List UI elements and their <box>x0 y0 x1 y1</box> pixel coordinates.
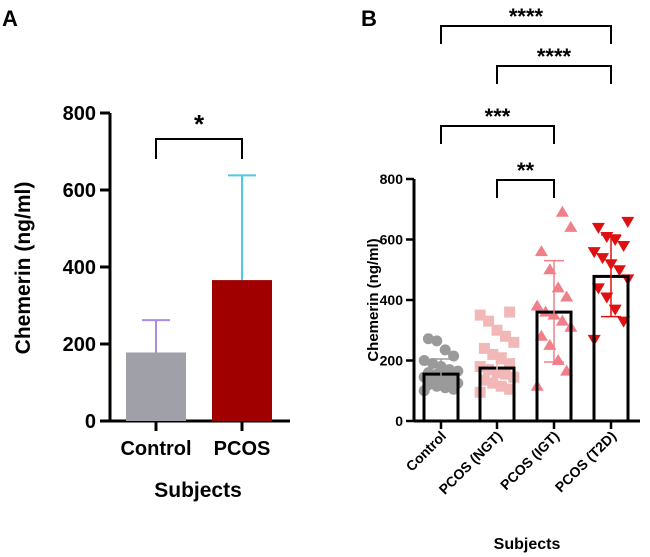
panel-b-x-tick-label: PCOS (T2D) <box>552 428 619 495</box>
panel-b-significance-label: ** <box>517 158 535 183</box>
panel-a-x-tick-label: Control <box>120 438 191 460</box>
panel-b-data-point-control <box>427 358 439 370</box>
panel-a-marks: 0 200 400 600 800 Control PCOS * <box>63 103 272 460</box>
panel-b-data-point-pcos-ngt <box>491 324 503 336</box>
panel-b-data-point-pcos-ngt <box>504 306 516 318</box>
panel-b-x-axis-label: Subjects <box>494 536 561 553</box>
panel-a-y-tick-label: 400 <box>63 257 96 279</box>
panel-b-y-tick-label: 800 <box>380 171 404 187</box>
panel-b-data-point-pcos-igt <box>551 281 565 293</box>
panel-b-data-point-pcos-igt <box>543 338 557 350</box>
panel-a-y-axis-label: Chemerin (ng/ml) <box>12 182 35 355</box>
panel-a-y-tick-label: 0 <box>85 411 96 433</box>
panel-b-data-point-pcos-t2d <box>617 241 631 253</box>
panel-b-significance-bracket <box>496 65 612 84</box>
panel-b-data-point-pcos-igt <box>564 220 578 232</box>
panel-b-data-point-pcos-t2d <box>587 247 601 259</box>
panel-a-x-axis-label: Subjects <box>154 479 242 502</box>
panel-b-data-point-pcos-igt <box>555 205 569 217</box>
panel-a-x-tick-label: PCOS <box>214 438 271 460</box>
panel-b-data-point-pcos-ngt <box>504 383 516 395</box>
panel-b-data-point-control <box>431 335 443 347</box>
panel-b-data-point-pcos-igt <box>534 245 548 257</box>
panel-b-data-point-pcos-t2d <box>612 265 626 277</box>
panel-b-x-tick-label: Control <box>403 428 450 475</box>
panel-b-data-point-pcos-ngt <box>478 374 490 386</box>
panel-b-y-tick-label: 0 <box>395 413 403 429</box>
panel-a-significance-label: * <box>194 109 205 139</box>
panel-b-data-point-pcos-ngt <box>483 315 495 327</box>
panel-b-data-point-pcos-ngt <box>504 358 516 370</box>
panel-b-y-tick-label: 200 <box>380 353 404 369</box>
panel-b-y-tick-label: 600 <box>380 232 404 248</box>
panel-b-data-point-pcos-ngt <box>499 368 511 380</box>
panel-b-data-point-pcos-t2d <box>596 253 610 265</box>
panel-b-data-point-control <box>443 364 455 376</box>
panel-b-data-point-pcos-igt <box>555 314 569 326</box>
panel-a-y-tick-label: 800 <box>63 103 96 125</box>
panel-b-data-point-pcos-ngt <box>474 361 486 373</box>
panel-b-data-point-pcos-t2d <box>621 216 635 228</box>
panel-b-data-point-control <box>418 355 430 366</box>
panel-b-label: B <box>361 6 377 31</box>
panel-b-data-point-pcos-ngt <box>478 342 490 354</box>
panel-b-data-point-pcos-ngt <box>499 330 511 342</box>
panel-b-y-axis-label: Chemerin (ng/ml) <box>365 238 382 361</box>
panel-b-significance-label: **** <box>509 4 544 29</box>
panel-b-data-point-pcos-igt <box>560 290 574 302</box>
panel-a-bar-pcos <box>212 280 272 421</box>
panel-a-y-tick-label: 600 <box>63 180 96 202</box>
panel-a-significance-bracket <box>155 138 243 159</box>
panel-b-data-point-pcos-t2d <box>591 222 605 234</box>
panel-b-data-point-control <box>439 344 451 356</box>
panel-b-data-point-pcos-t2d <box>608 304 622 316</box>
panel-b-significance-bracket <box>496 179 555 198</box>
panel-b-significance-label: *** <box>485 104 511 129</box>
panel-b-significance-label: **** <box>537 44 572 69</box>
panel-a-label: A <box>2 6 18 31</box>
panel-b-data-point-pcos-ngt <box>495 380 507 392</box>
panel-b-data-point-pcos-t2d <box>608 235 622 246</box>
panel-a-y-tick-label: 200 <box>63 334 96 356</box>
panel-b: B Chemerin (ng/ml) Subjects <box>361 6 640 553</box>
panel-b-data-point-pcos-igt <box>530 299 544 311</box>
panel-b-data-point-pcos-t2d <box>600 292 614 304</box>
panel-b-data-point-pcos-ngt <box>487 348 499 360</box>
panel-b-data-point-control <box>422 333 434 345</box>
panel-b-significance-bracket <box>440 125 555 144</box>
panel-b-significance-bracket <box>440 25 612 44</box>
panel-a-bar-control <box>126 352 186 421</box>
panel-b-data-point-pcos-ngt <box>495 353 507 365</box>
panel-a: A Chemerin (ng/ml) Subjects <box>2 6 290 502</box>
panel-b-data-point-pcos-ngt <box>483 364 495 376</box>
panel-b-data-point-pcos-ngt <box>508 336 520 348</box>
panel-b-data-point-pcos-ngt <box>474 309 486 321</box>
panel-b-data-point-pcos-igt <box>543 263 557 275</box>
panel-b-y-tick-label: 400 <box>380 292 404 308</box>
